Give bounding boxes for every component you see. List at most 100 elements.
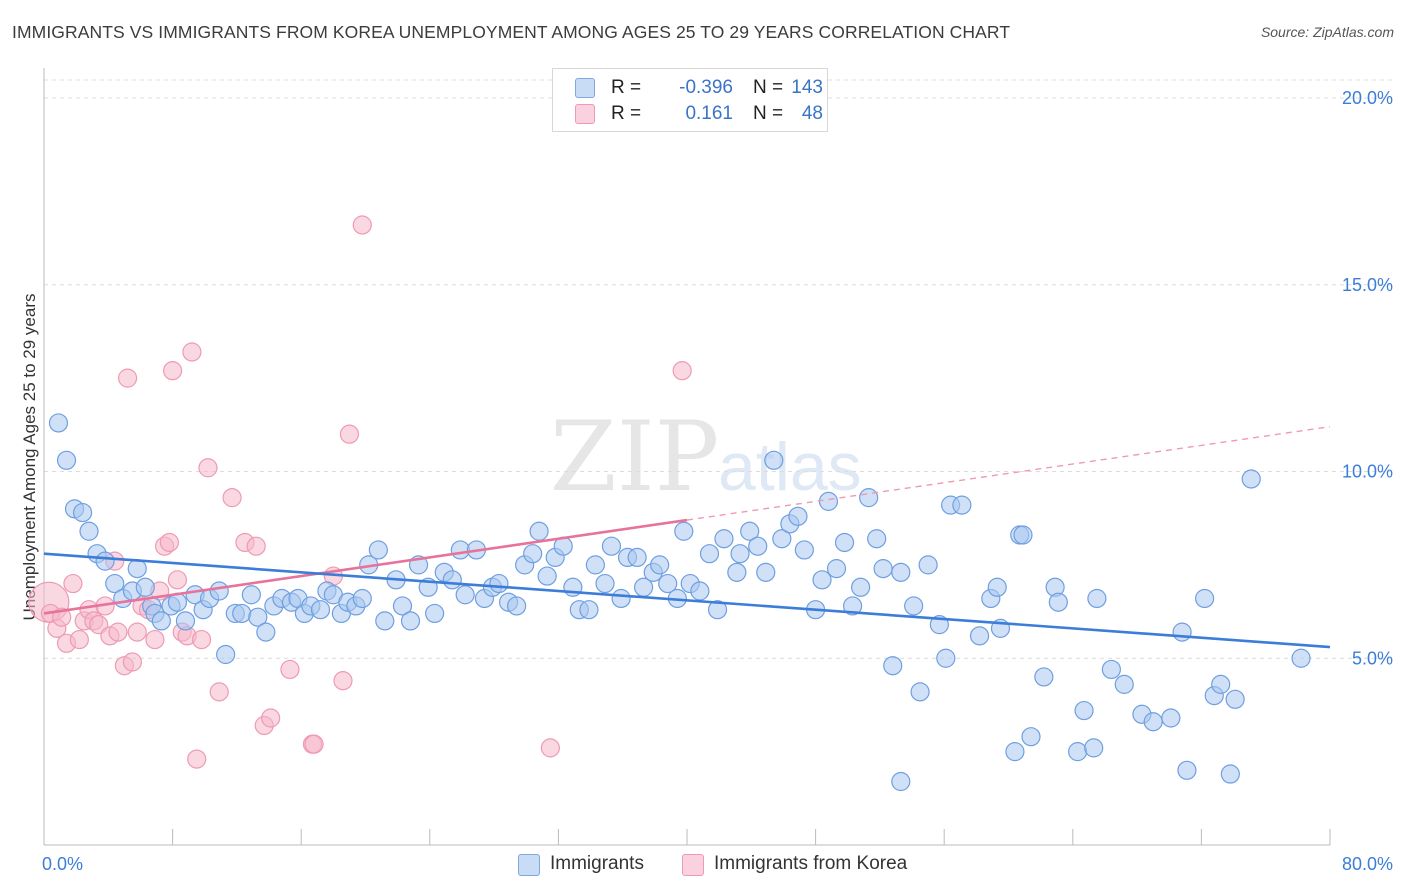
- data-point: [1291, 648, 1311, 668]
- data-point: [650, 555, 670, 575]
- data-point: [1195, 588, 1215, 609]
- data-point: [232, 603, 252, 624]
- data-point: [1034, 667, 1054, 687]
- data-point: [48, 413, 69, 433]
- r-label: R =: [611, 77, 642, 98]
- chart-title: IMMIGRANTS VS IMMIGRANTS FROM KOREA UNEM…: [12, 22, 1011, 42]
- data-point: [352, 588, 372, 609]
- watermark: ZIP atlas: [550, 401, 862, 513]
- trend-line-korea: [43, 518, 688, 615]
- n-value: 48: [801, 103, 823, 124]
- legend-label-korea: Immigrants from Korea: [714, 853, 908, 874]
- data-point: [191, 629, 212, 650]
- data-point: [672, 361, 692, 381]
- trend-line-immigrants: [43, 552, 1331, 649]
- data-point: [727, 562, 747, 582]
- data-point: [163, 361, 183, 381]
- data-point: [1013, 525, 1033, 545]
- data-point: [859, 488, 879, 508]
- data-point: [72, 502, 93, 523]
- data-point: [310, 600, 331, 620]
- data-point: [1225, 689, 1245, 709]
- data-point: [585, 555, 605, 575]
- data-point: [1101, 659, 1121, 680]
- data-point: [851, 577, 871, 597]
- data-point: [756, 562, 776, 582]
- data-point: [151, 611, 171, 631]
- data-point: [1068, 742, 1088, 762]
- trend-line-korea-extension: [686, 425, 1331, 521]
- data-point: [145, 629, 165, 650]
- data-point: [537, 566, 557, 586]
- data-point: [489, 573, 509, 594]
- data-point: [936, 648, 956, 668]
- x-tick-labels: 0.0% 80.0%: [42, 854, 1393, 874]
- data-point: [1241, 469, 1261, 489]
- data-point: [261, 708, 281, 728]
- y-gridlines: [44, 79, 1395, 659]
- data-point: [56, 450, 77, 470]
- data-point: [455, 585, 475, 605]
- data-point: [209, 581, 229, 601]
- legend-swatch-korea: [575, 104, 595, 124]
- data-point: [1074, 700, 1094, 721]
- data-point: [891, 562, 911, 582]
- data-point: [1220, 764, 1240, 784]
- x-tick-label: 0.0%: [42, 854, 83, 874]
- data-point: [450, 540, 470, 560]
- data-point: [699, 544, 720, 564]
- data-point: [127, 559, 147, 579]
- data-point: [216, 644, 236, 665]
- data-point: [339, 424, 360, 444]
- data-point: [79, 521, 99, 541]
- data-point: [1211, 674, 1231, 694]
- data-point: [127, 622, 147, 642]
- n-label: N =: [753, 77, 784, 98]
- data-point: [674, 521, 694, 541]
- r-value: -0.396: [679, 77, 733, 98]
- data-point: [891, 771, 911, 792]
- legend-swatch-korea: [682, 854, 704, 876]
- data-point: [969, 626, 990, 646]
- data-point: [714, 529, 734, 549]
- y-tick-label: 20.0%: [1342, 88, 1393, 108]
- data-point: [256, 622, 276, 642]
- y-tick-label: 10.0%: [1342, 462, 1393, 482]
- data-point: [772, 529, 792, 549]
- data-point: [400, 611, 421, 631]
- watermark-zip: ZIP: [550, 401, 719, 513]
- data-point: [304, 734, 324, 754]
- data-point: [280, 659, 300, 680]
- data-point: [442, 570, 462, 590]
- data-point: [764, 450, 784, 470]
- data-point: [135, 577, 155, 597]
- data-point: [182, 342, 202, 362]
- data-point: [987, 577, 1007, 597]
- data-point: [627, 547, 647, 568]
- data-point: [748, 536, 768, 556]
- data-point: [834, 532, 855, 553]
- data-point: [1021, 727, 1041, 747]
- data-point: [425, 603, 445, 624]
- data-point: [1005, 742, 1025, 762]
- r-label: R =: [611, 103, 642, 124]
- data-point: [1114, 674, 1134, 694]
- data-point: [1177, 760, 1197, 780]
- y-axis-label: Unemployment Among Ages 25 to 29 years: [20, 294, 39, 621]
- data-point: [1161, 708, 1181, 728]
- legend-swatch-immigrants: [518, 854, 540, 876]
- data-point: [392, 596, 413, 616]
- axes: [43, 68, 1331, 846]
- data-point: [95, 551, 115, 571]
- data-point: [352, 215, 372, 235]
- data-point: [794, 540, 814, 560]
- data-point: [248, 607, 268, 627]
- data-point: [209, 682, 229, 702]
- n-value: 143: [791, 77, 823, 98]
- trend-lines: [43, 425, 1331, 649]
- stats-legend: R = -0.396 N = 143 R = 0.161 N = 48: [552, 68, 828, 132]
- data-point: [788, 506, 808, 526]
- data-point: [175, 611, 196, 631]
- data-point: [1172, 622, 1192, 642]
- data-point: [812, 570, 832, 590]
